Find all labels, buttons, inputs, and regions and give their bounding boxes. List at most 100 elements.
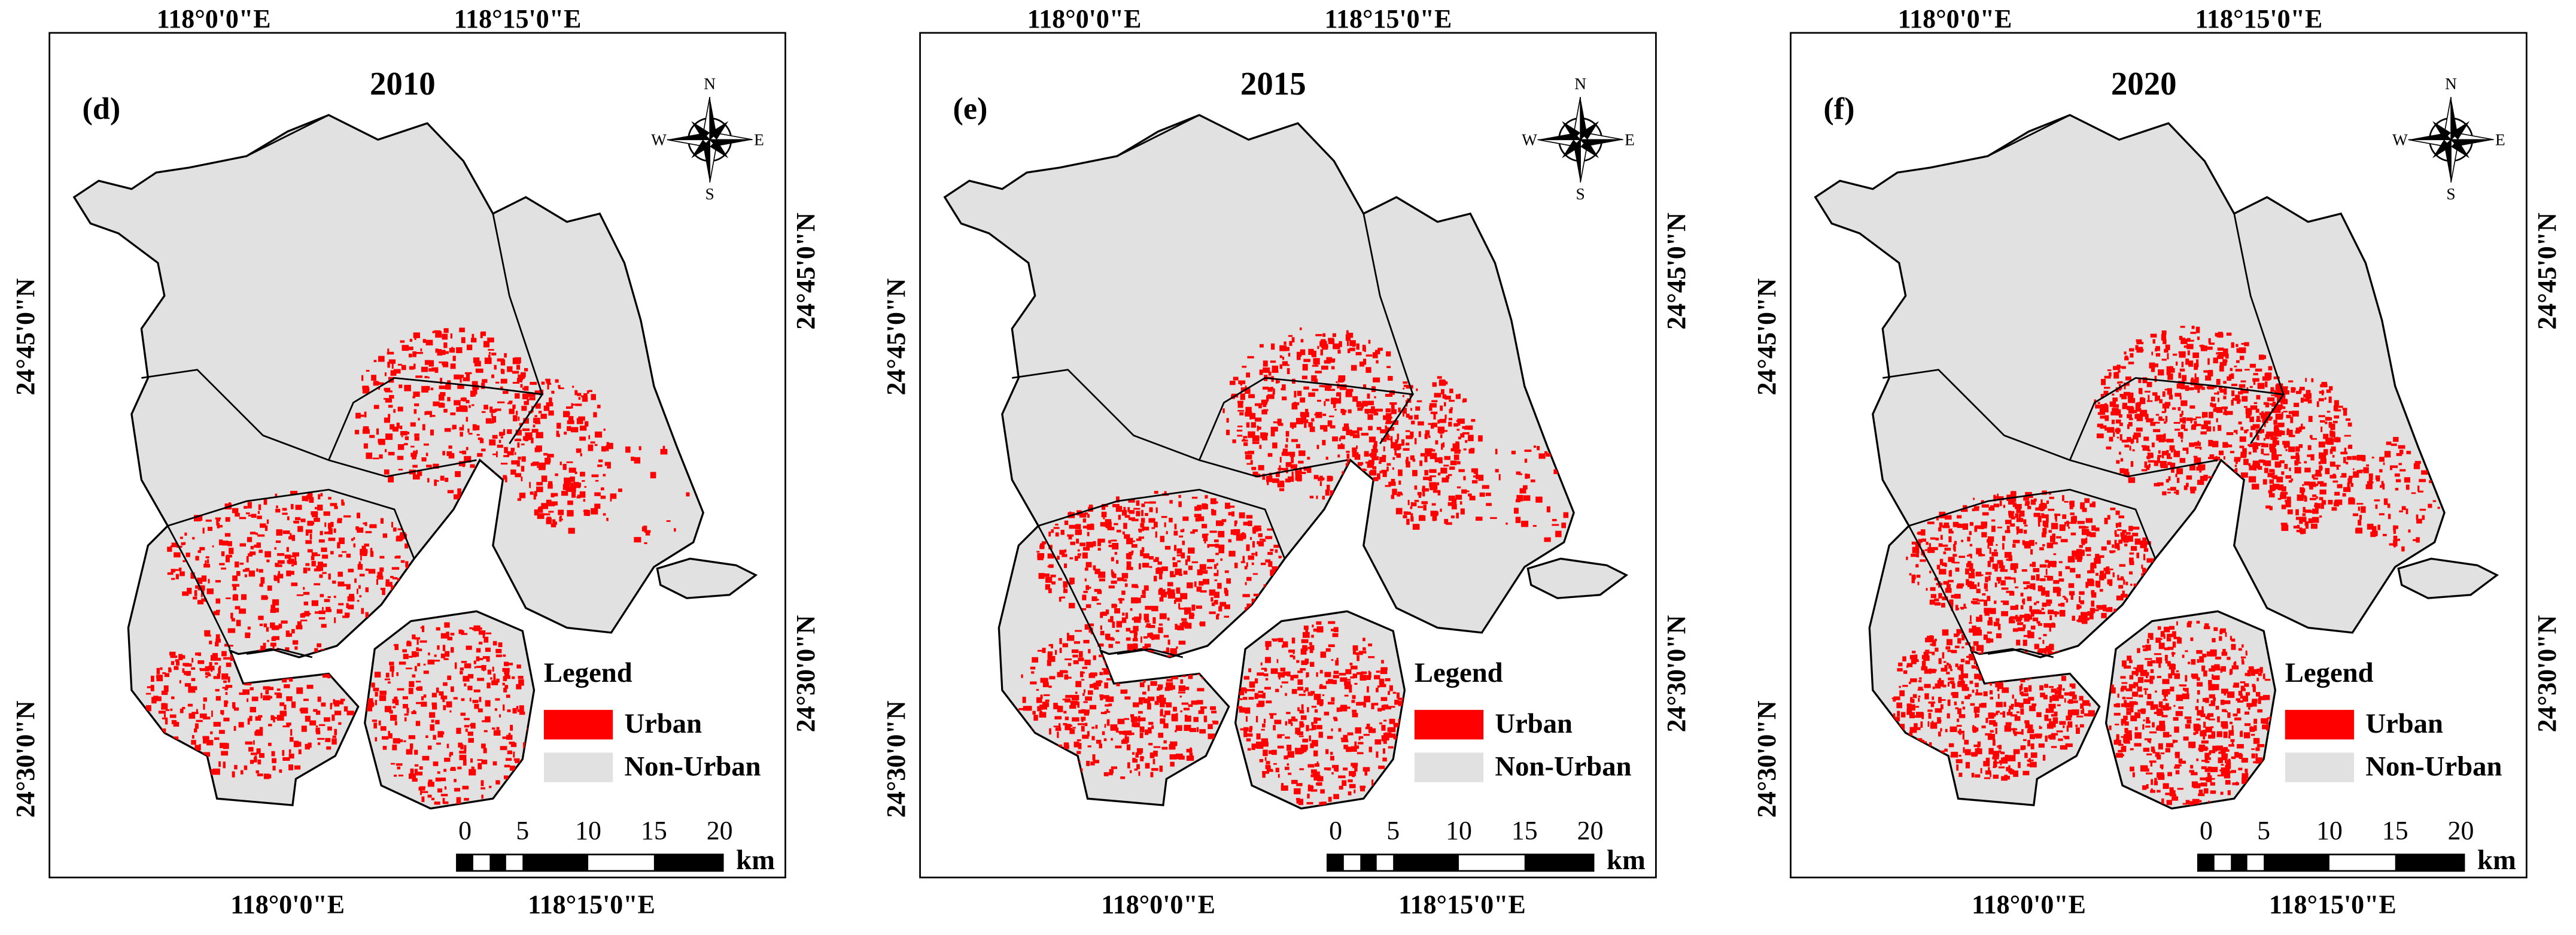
urban-patch	[1993, 503, 2000, 508]
urban-patch	[1346, 746, 1352, 752]
urban-patch	[443, 705, 446, 711]
urban-patch	[481, 794, 483, 799]
urban-patch	[445, 384, 451, 390]
urban-patch	[2116, 460, 2120, 464]
urban-patch	[1997, 694, 2000, 699]
urban-patch	[2212, 385, 2217, 388]
urban-patch	[2203, 370, 2211, 373]
urban-patch	[291, 582, 298, 587]
urban-patch	[481, 760, 488, 764]
urban-patch	[1317, 399, 1321, 402]
urban-patch	[2117, 575, 2119, 579]
urban-patch	[2058, 571, 2063, 576]
urban-patch	[2053, 611, 2060, 615]
urban-patch	[2296, 530, 2300, 533]
urban-patch	[2114, 539, 2117, 545]
urban-patch	[225, 691, 228, 695]
urban-patch	[1459, 501, 1462, 505]
urban-patch	[1352, 695, 1356, 699]
urban-patch	[2045, 718, 2052, 721]
urban-patch	[2010, 491, 2017, 499]
urban-patch	[1990, 696, 1994, 700]
urban-patch	[606, 445, 609, 450]
urban-patch	[1051, 581, 1056, 585]
urban-patch	[519, 493, 526, 499]
urban-patch	[2203, 475, 2208, 480]
urban-patch	[2279, 460, 2285, 464]
urban-patch	[567, 500, 573, 505]
urban-patch	[244, 574, 247, 578]
urban-patch	[1261, 728, 1265, 731]
urban-patch	[215, 689, 220, 692]
urban-patch	[1950, 669, 1952, 672]
urban-patch	[1938, 527, 1942, 532]
urban-patch	[512, 708, 517, 714]
urban-patch	[244, 765, 248, 770]
urban-patch	[2121, 395, 2127, 400]
urban-patch	[1173, 530, 1178, 536]
urban-patch	[2029, 540, 2034, 546]
urban-patch	[274, 547, 277, 550]
urban-patch	[1181, 552, 1185, 558]
urban-patch	[432, 330, 434, 333]
urban-patch	[251, 514, 257, 518]
urban-patch	[2201, 424, 2209, 430]
urban-patch	[171, 542, 178, 548]
scale-unit: km	[1607, 845, 1646, 876]
urban-patch	[1969, 564, 1973, 570]
urban-patch	[250, 551, 256, 555]
urban-patch	[1063, 670, 1068, 673]
urban-patch	[1176, 548, 1182, 554]
urban-patch	[2300, 529, 2304, 535]
urban-patch	[1362, 359, 1367, 365]
urban-patch	[495, 698, 500, 701]
urban-patch	[539, 462, 546, 469]
urban-patch	[188, 686, 196, 693]
urban-patch	[1342, 427, 1347, 432]
urban-patch	[340, 699, 345, 702]
urban-patch	[1331, 397, 1337, 405]
urban-patch	[1065, 658, 1072, 661]
urban-patch	[518, 374, 524, 381]
urban-patch	[2124, 357, 2129, 361]
urban-patch	[404, 713, 409, 716]
urban-patch	[324, 522, 327, 527]
urban-patch	[276, 688, 281, 691]
urban-patch	[2125, 376, 2131, 381]
urban-patch	[1323, 429, 1328, 432]
urban-patch	[288, 570, 294, 575]
scale-tick: 20	[707, 816, 733, 845]
urban-patch	[1371, 457, 1379, 460]
urban-patch	[1152, 617, 1156, 624]
urban-patch	[373, 687, 379, 691]
urban-patch	[533, 417, 540, 423]
urban-patch	[1103, 738, 1107, 742]
urban-patch	[507, 750, 512, 755]
urban-patch	[1214, 573, 1218, 576]
urban-patch	[1943, 661, 1947, 663]
scale-bar-segment	[522, 854, 589, 871]
urban-patch	[1352, 344, 1355, 347]
urban-patch	[2163, 421, 2167, 424]
urban-patch	[2004, 775, 2008, 781]
urban-patch	[443, 658, 449, 660]
urban-patch	[2225, 443, 2229, 446]
urban-patch	[1947, 584, 1951, 589]
urban-patch	[2096, 572, 2098, 576]
urban-patch	[2029, 606, 2033, 612]
urban-patch	[2205, 346, 2213, 350]
urban-patch	[1139, 664, 1142, 671]
urban-patch	[1929, 543, 1931, 548]
urban-patch	[362, 549, 368, 554]
urban-patch	[1370, 408, 1377, 414]
urban-patch	[319, 724, 326, 726]
urban-patch	[1138, 715, 1141, 722]
urban-patch	[536, 486, 543, 493]
urban-patch	[1295, 798, 1300, 800]
urban-patch	[2178, 372, 2182, 378]
urban-patch	[1462, 398, 1467, 403]
urban-patch	[1403, 515, 1407, 518]
urban-patch	[179, 680, 181, 684]
urban-patch	[388, 359, 396, 364]
urban-patch	[570, 416, 571, 421]
